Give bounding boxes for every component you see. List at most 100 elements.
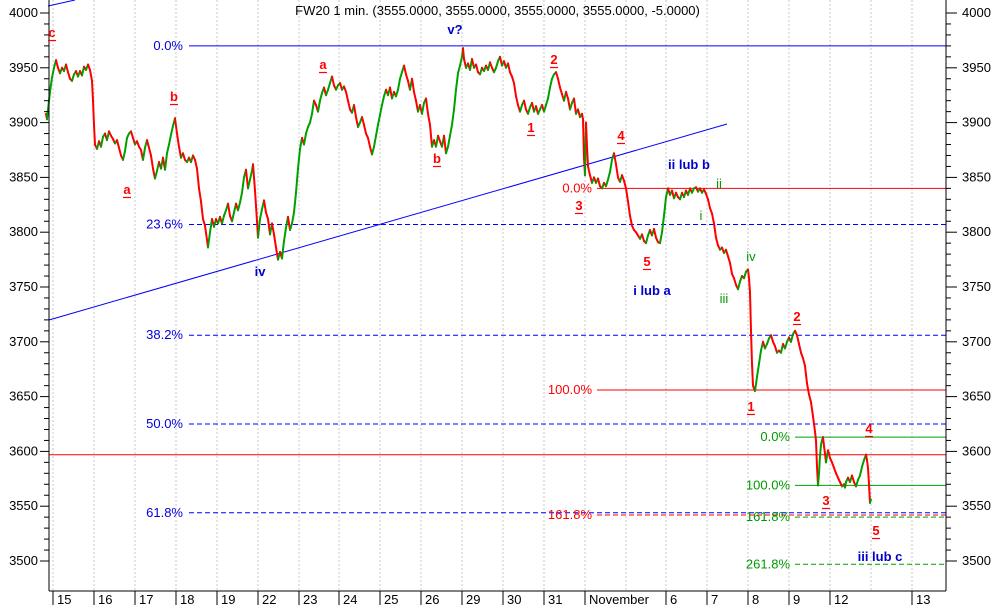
price-series xyxy=(45,47,872,504)
price-segment xyxy=(91,79,94,102)
price-segment xyxy=(403,64,407,76)
price-segment xyxy=(377,113,381,126)
price-segment xyxy=(49,76,53,93)
y-axis-label: 3650 xyxy=(962,389,991,404)
wave-label-red: 1 xyxy=(747,399,754,414)
price-segment xyxy=(507,62,511,74)
price-segment xyxy=(148,146,152,157)
wave-label-blue: ii lub b xyxy=(668,157,710,172)
price-segment xyxy=(317,99,321,113)
price-segment xyxy=(810,401,814,418)
price-segment xyxy=(750,329,753,365)
y-axis-right: 3500 3550 3600 3650 3700 3750 3800 3850 3900 3950… xyxy=(946,5,991,568)
y-axis-label: 4000 xyxy=(9,5,38,20)
price-segment xyxy=(291,211,295,225)
price-segment xyxy=(555,71,559,80)
price-segment xyxy=(453,88,457,111)
wave-label-blue: i lub a xyxy=(633,283,671,298)
price-segment xyxy=(653,227,657,239)
price-segment xyxy=(645,234,649,245)
price-segment xyxy=(727,255,731,264)
price-segment xyxy=(445,145,449,155)
price-segment xyxy=(399,71,403,80)
price-segment xyxy=(327,82,331,91)
red-extension-label: 161.8% xyxy=(548,507,593,522)
price-segment xyxy=(241,176,245,194)
x-axis-label: 23 xyxy=(303,592,317,607)
price-segment xyxy=(866,459,869,469)
price-segment xyxy=(254,189,258,223)
price-segment xyxy=(859,465,863,477)
price-segment xyxy=(443,134,447,155)
price-segment xyxy=(627,200,631,217)
price-segment xyxy=(557,77,561,89)
price-segment xyxy=(283,226,287,242)
price-segment xyxy=(511,75,515,85)
price-segment xyxy=(249,169,253,181)
price-segment xyxy=(411,77,415,93)
x-axis-label: 13 xyxy=(916,592,930,607)
wave-label-blue: iv xyxy=(255,264,267,279)
price-segment xyxy=(817,472,820,487)
blue-retracement-label: 38.2% xyxy=(146,327,183,342)
wave-label-red: 5 xyxy=(643,254,650,269)
price-segment xyxy=(814,430,817,442)
y-axis-label: 3950 xyxy=(9,60,38,75)
price-segment xyxy=(471,58,475,69)
price-segment xyxy=(455,72,459,91)
price-segment xyxy=(295,167,299,194)
x-axis-label: 29 xyxy=(466,592,480,607)
y-axis-left: 3500 3550 3600 3650 3700 3750 3800 3850 3900 3950… xyxy=(9,5,49,568)
price-segment xyxy=(629,214,633,227)
price-segment xyxy=(754,375,758,393)
price-segment xyxy=(245,168,249,190)
price-segment xyxy=(513,82,517,98)
price-segment xyxy=(239,191,243,204)
price-segment xyxy=(869,498,872,504)
price-segment xyxy=(154,169,158,180)
price-segment xyxy=(93,123,96,146)
price-segment xyxy=(715,236,719,247)
x-axis-label: 25 xyxy=(384,592,398,607)
wave-label-green: ii xyxy=(716,176,722,191)
wave-label-red: 3 xyxy=(822,493,829,508)
price-segment xyxy=(733,277,737,286)
price-segment xyxy=(305,125,309,135)
price-segment xyxy=(168,133,172,146)
price-segment xyxy=(381,95,385,107)
price-segment xyxy=(164,152,168,171)
price-segment xyxy=(515,95,519,107)
price-segment xyxy=(194,158,198,170)
price-segment xyxy=(790,333,794,343)
price-segment xyxy=(146,139,150,149)
price-segment xyxy=(265,211,269,221)
y-axis-label: 3650 xyxy=(9,389,38,404)
price-segment xyxy=(89,68,93,82)
price-segment xyxy=(379,104,383,116)
price-segment xyxy=(182,152,186,161)
x-axis-label: 31 xyxy=(548,592,562,607)
price-segment xyxy=(331,75,335,87)
wave-label-red: 4 xyxy=(617,128,625,143)
price-segment xyxy=(309,112,313,124)
price-segment xyxy=(353,104,357,119)
x-axis-label: November xyxy=(589,592,650,607)
blue-retracement-label: 50.0% xyxy=(146,416,183,431)
x-axis-label: 8 xyxy=(752,592,759,607)
price-segment xyxy=(247,178,251,190)
y-axis-label: 3500 xyxy=(962,553,991,568)
wave-label-red: 4 xyxy=(865,421,873,436)
price-segment xyxy=(729,261,733,275)
price-segment xyxy=(124,136,128,153)
x-axis-label: 22 xyxy=(262,592,276,607)
price-segment xyxy=(609,158,613,173)
price-segment xyxy=(311,99,315,115)
price-segment xyxy=(743,270,747,280)
wave-label-red: b xyxy=(170,89,178,104)
price-segment xyxy=(457,64,461,75)
price-segment xyxy=(237,201,241,212)
y-axis-label: 3700 xyxy=(962,334,991,349)
x-axis-label: 7 xyxy=(711,592,718,607)
